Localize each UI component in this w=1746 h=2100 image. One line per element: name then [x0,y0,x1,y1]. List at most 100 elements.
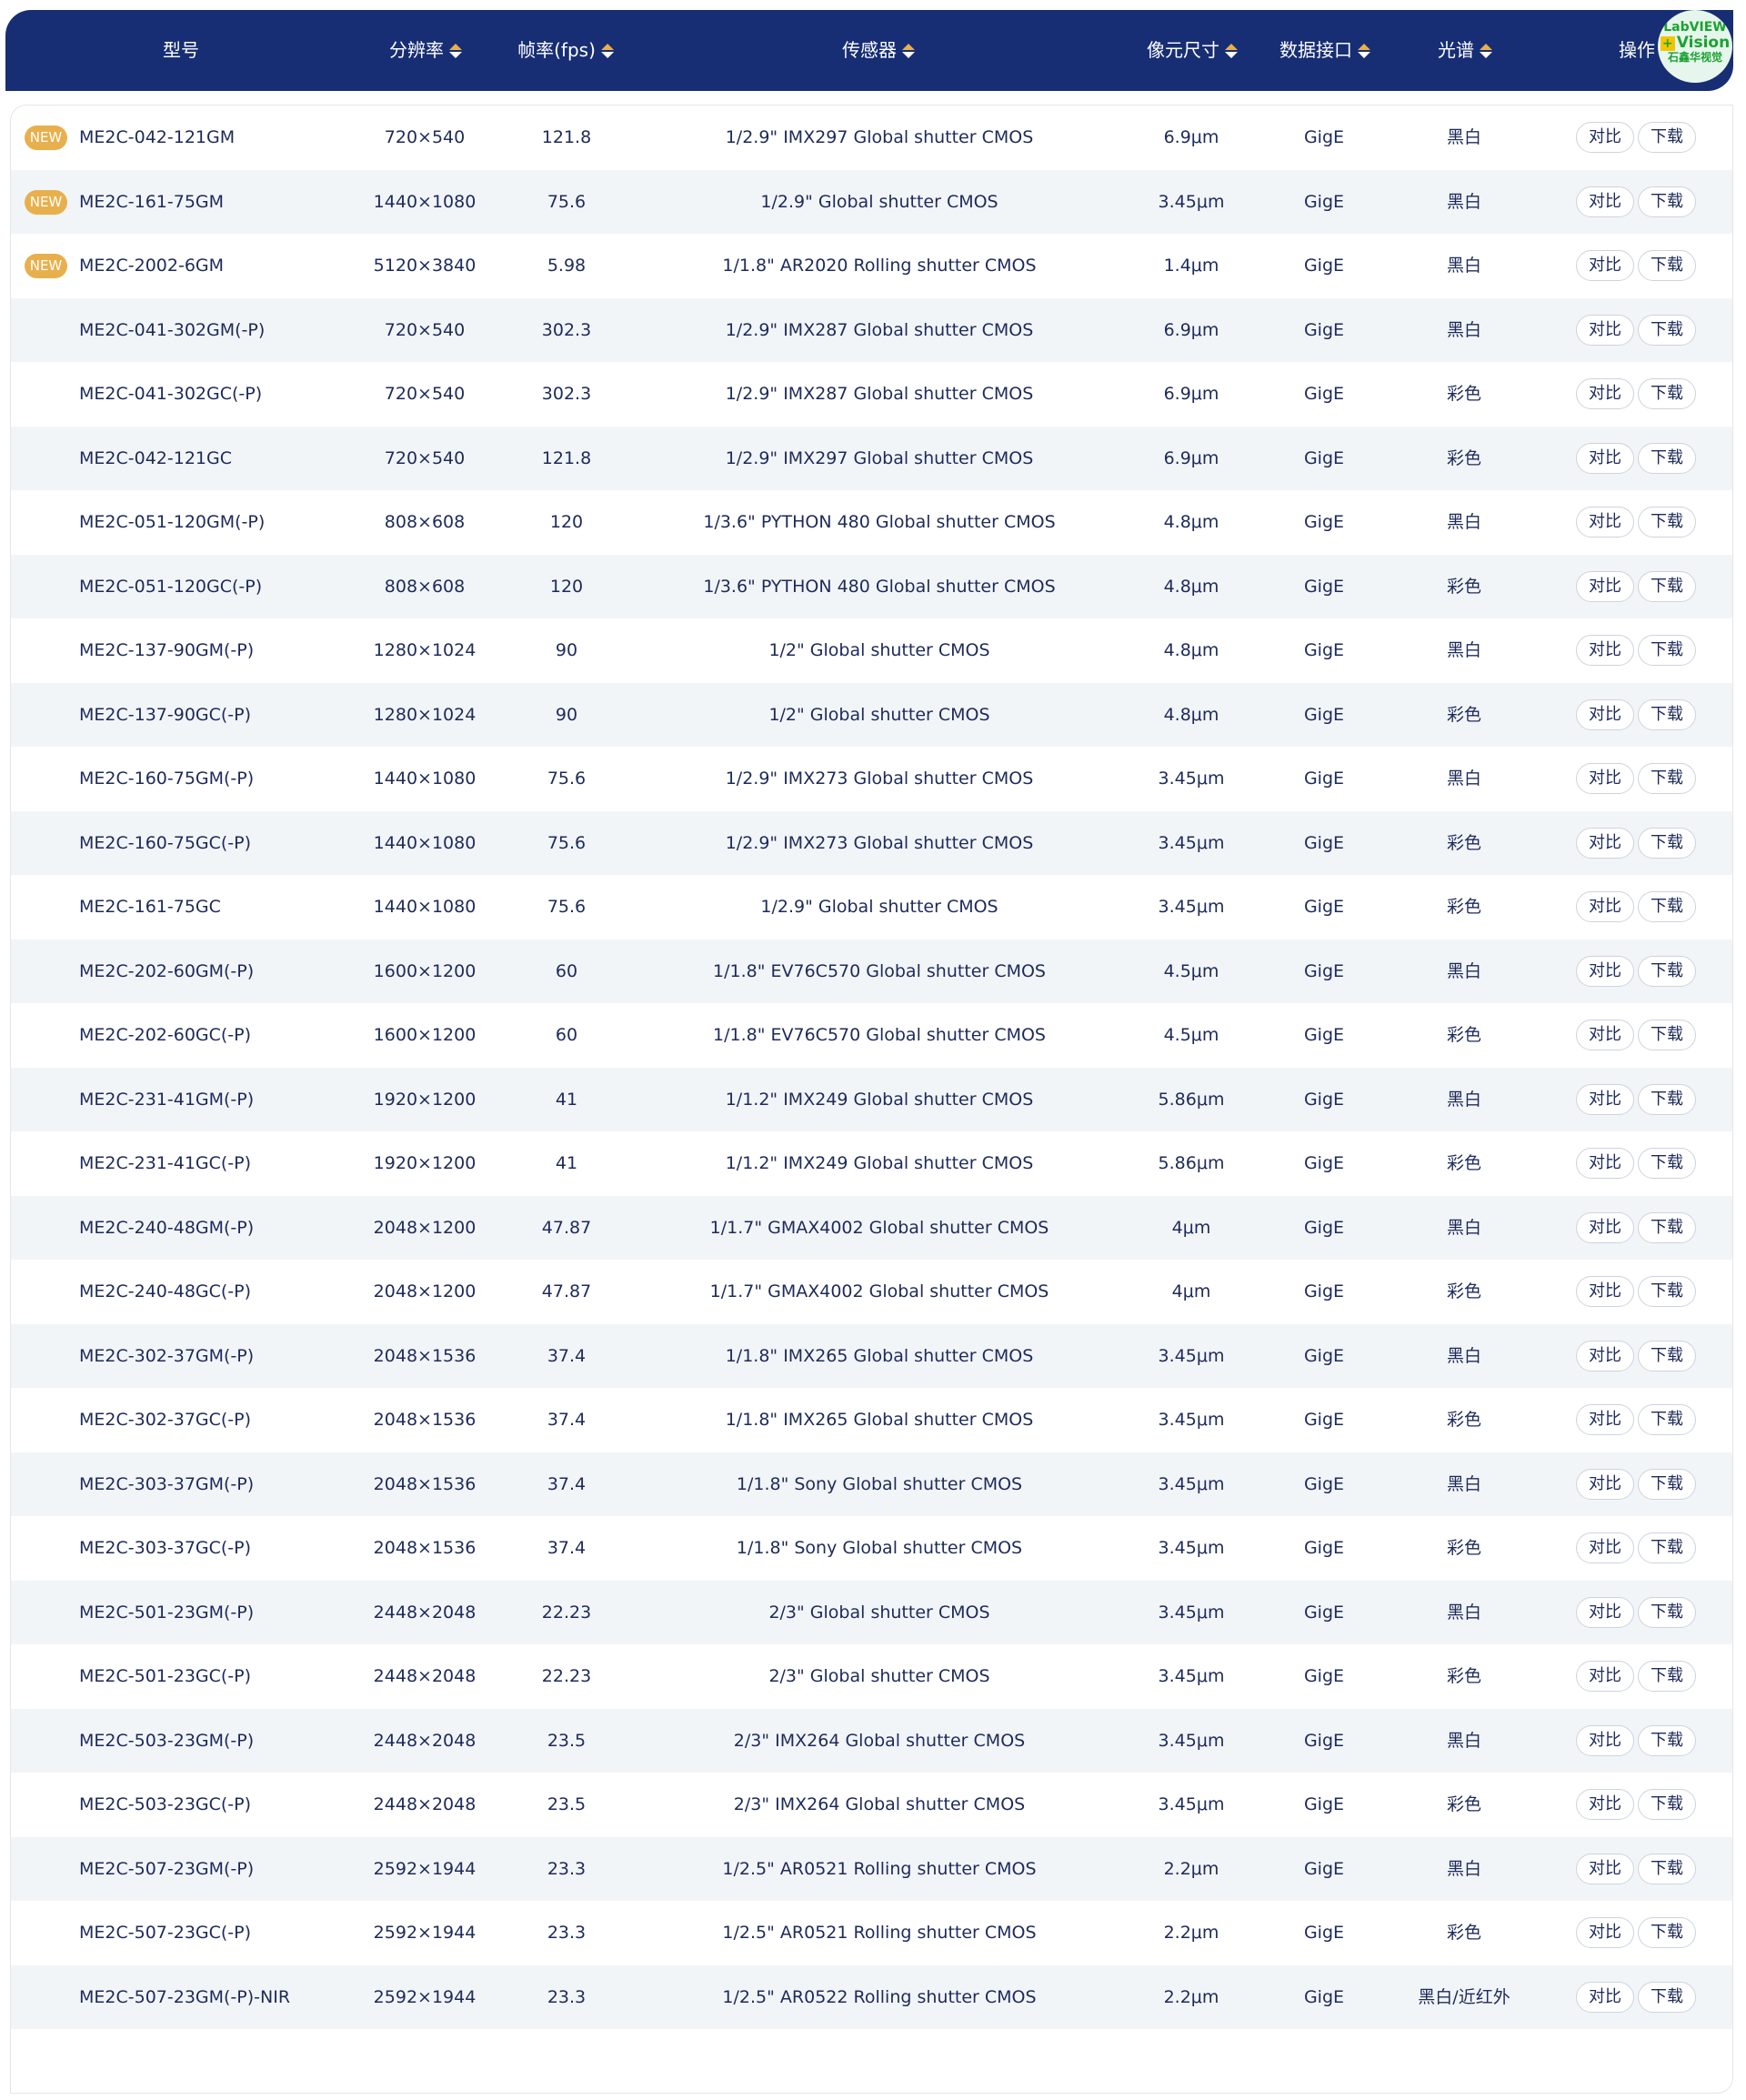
download-button[interactable]: 下载 [1638,507,1696,538]
compare-button[interactable]: 对比 [1576,1532,1634,1563]
header-spectrum-sort[interactable]: 光谱 [1438,10,1492,91]
header-interface-sort[interactable]: 数据接口 [1279,10,1370,91]
compare-button[interactable]: 对比 [1576,122,1634,153]
download-button[interactable]: 下载 [1638,1020,1696,1050]
compare-button[interactable]: 对比 [1576,1853,1634,1884]
model-name[interactable]: ME2C-501-23GC(-P) [79,1666,252,1686]
compare-button[interactable]: 对比 [1576,442,1634,474]
sort-icon[interactable] [1225,43,1238,58]
download-button[interactable]: 下载 [1638,378,1696,409]
compare-button[interactable]: 对比 [1576,186,1634,217]
model-name[interactable]: ME2C-202-60GC(-P) [79,1025,252,1045]
compare-button[interactable]: 对比 [1576,763,1634,794]
download-button[interactable]: 下载 [1638,1468,1696,1500]
compare-button[interactable]: 对比 [1576,570,1634,602]
download-button[interactable]: 下载 [1638,186,1696,217]
download-button[interactable]: 下载 [1638,314,1696,346]
compare-button[interactable]: 对比 [1576,827,1634,859]
download-button[interactable]: 下载 [1638,1917,1696,1948]
compare-button[interactable]: 对比 [1576,1340,1634,1372]
download-button[interactable]: 下载 [1638,1853,1696,1884]
model-name[interactable]: ME2C-507-23GM(-P) [79,1858,255,1879]
model-name[interactable]: ME2C-240-48GC(-P) [79,1281,252,1301]
compare-button[interactable]: 对比 [1576,891,1634,922]
compare-button[interactable]: 对比 [1576,1596,1634,1628]
model-name[interactable]: ME2C-137-90GM(-P) [79,640,255,660]
compare-button[interactable]: 对比 [1576,1981,1634,2013]
compare-button[interactable]: 对比 [1576,1789,1634,1820]
model-name[interactable]: ME2C-051-120GC(-P) [79,576,263,597]
model-name[interactable]: ME2C-160-75GC(-P) [79,832,252,853]
model-name[interactable]: ME2C-160-75GM(-P) [79,769,255,789]
download-button[interactable]: 下载 [1638,1148,1696,1179]
model-name[interactable]: ME2C-137-90GC(-P) [79,704,252,725]
download-button[interactable]: 下载 [1638,1981,1696,2013]
model-name[interactable]: ME2C-231-41GM(-P) [79,1089,255,1110]
compare-button[interactable]: 对比 [1576,1276,1634,1307]
model-name[interactable]: ME2C-501-23GM(-P) [79,1602,255,1623]
download-button[interactable]: 下载 [1638,763,1696,794]
compare-button[interactable]: 对比 [1576,1404,1634,1435]
model-name[interactable]: ME2C-302-37GM(-P) [79,1345,255,1366]
download-button[interactable]: 下载 [1638,1404,1696,1435]
header-sensor-sort[interactable]: 传感器 [842,10,915,91]
download-button[interactable]: 下载 [1638,891,1696,922]
header-pixel-sort[interactable]: 像元尺寸 [1147,10,1238,91]
compare-button[interactable]: 对比 [1576,1724,1634,1756]
compare-button[interactable]: 对比 [1576,378,1634,409]
download-button[interactable]: 下载 [1638,1789,1696,1820]
compare-button[interactable]: 对比 [1576,1468,1634,1500]
model-name[interactable]: ME2C-503-23GC(-P) [79,1794,252,1814]
compare-button[interactable]: 对比 [1576,1148,1634,1179]
model-name[interactable]: ME2C-041-302GM(-P) [79,319,266,340]
download-button[interactable]: 下载 [1638,570,1696,602]
model-name[interactable]: ME2C-2002-6GM [79,256,225,276]
compare-button[interactable]: 对比 [1576,314,1634,346]
sort-icon[interactable] [1480,43,1492,58]
download-button[interactable]: 下载 [1638,1724,1696,1756]
download-button[interactable]: 下载 [1638,1596,1696,1628]
model-name[interactable]: ME2C-051-120GM(-P) [79,512,266,532]
sort-icon[interactable] [902,43,915,58]
download-button[interactable]: 下载 [1638,827,1696,859]
compare-button[interactable]: 对比 [1576,698,1634,730]
header-fps-sort[interactable]: 帧率(fps) [517,10,614,91]
model-name[interactable]: ME2C-303-37GM(-P) [79,1473,255,1494]
model-name[interactable]: ME2C-161-75GC [79,897,221,917]
sort-icon[interactable] [600,43,614,58]
download-button[interactable]: 下载 [1638,635,1696,666]
download-button[interactable]: 下载 [1638,955,1696,987]
sort-icon[interactable] [449,43,462,58]
compare-button[interactable]: 对比 [1576,635,1634,666]
model-name[interactable]: ME2C-507-23GM(-P)-NIR [79,1986,291,2007]
model-name[interactable]: ME2C-302-37GC(-P) [79,1410,252,1430]
model-name[interactable]: ME2C-202-60GM(-P) [79,960,255,981]
compare-button[interactable]: 对比 [1576,1661,1634,1692]
download-button[interactable]: 下载 [1638,1340,1696,1372]
header-resolution-sort[interactable]: 分辨率 [389,10,462,91]
compare-button[interactable]: 对比 [1576,1917,1634,1948]
model-name[interactable]: ME2C-303-37GC(-P) [79,1538,252,1558]
download-button[interactable]: 下载 [1638,1661,1696,1692]
compare-button[interactable]: 对比 [1576,1083,1634,1115]
compare-button[interactable]: 对比 [1576,1020,1634,1050]
model-name[interactable]: ME2C-161-75GM [79,191,225,212]
model-name[interactable]: ME2C-041-302GC(-P) [79,384,263,404]
download-button[interactable]: 下载 [1638,1211,1696,1243]
sort-icon[interactable] [1358,43,1370,58]
download-button[interactable]: 下载 [1638,1532,1696,1563]
compare-button[interactable]: 对比 [1576,955,1634,987]
model-name[interactable]: ME2C-507-23GC(-P) [79,1923,252,1943]
download-button[interactable]: 下载 [1638,698,1696,730]
model-name[interactable]: ME2C-503-23GM(-P) [79,1730,255,1751]
compare-button[interactable]: 对比 [1576,1211,1634,1243]
compare-button[interactable]: 对比 [1576,507,1634,538]
model-name[interactable]: ME2C-240-48GM(-P) [79,1217,255,1238]
compare-button[interactable]: 对比 [1576,250,1634,281]
model-name[interactable]: ME2C-042-121GC [79,447,232,468]
model-name[interactable]: ME2C-231-41GC(-P) [79,1153,252,1173]
model-name[interactable]: ME2C-042-121GM [79,127,236,147]
download-button[interactable]: 下载 [1638,442,1696,474]
download-button[interactable]: 下载 [1638,250,1696,281]
download-button[interactable]: 下载 [1638,1083,1696,1115]
